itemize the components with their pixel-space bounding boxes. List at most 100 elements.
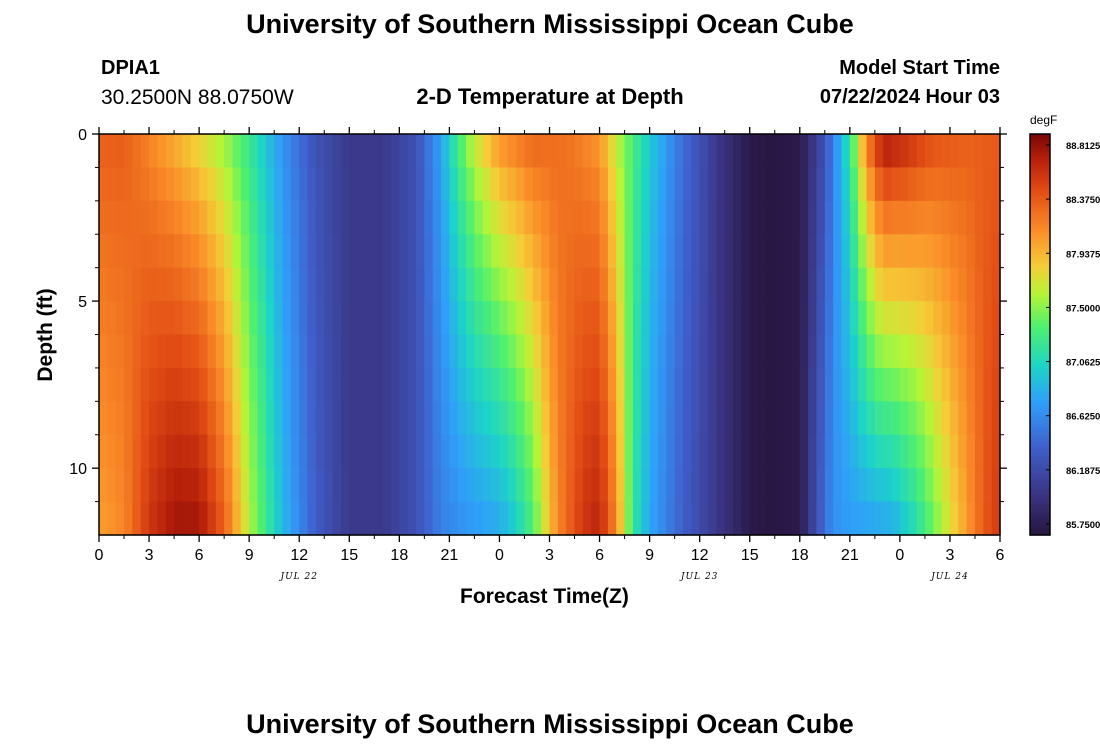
heatmap-cell xyxy=(783,334,793,369)
heatmap-cell xyxy=(240,468,250,503)
heatmap-cell xyxy=(140,468,150,503)
heatmap-cell xyxy=(691,501,701,536)
heatmap-cell xyxy=(557,301,567,336)
heatmap-cell xyxy=(407,234,417,269)
colorbar-segment xyxy=(1030,139,1050,143)
heatmap-cell xyxy=(157,301,167,336)
heatmap-cell xyxy=(299,167,309,202)
heatmap-cell xyxy=(858,167,868,202)
heatmap-cell xyxy=(808,200,818,235)
heatmap-cell xyxy=(115,367,125,402)
colorbar-segment xyxy=(1030,204,1050,208)
x-tick-label: 12 xyxy=(691,547,709,564)
heatmap-cell xyxy=(682,267,692,302)
heatmap-cell xyxy=(983,501,993,536)
colorbar-segment xyxy=(1030,326,1050,331)
x-tick-label: 12 xyxy=(290,547,308,564)
heatmap-cell xyxy=(974,334,984,369)
colorbar-segment xyxy=(1030,387,1050,391)
heatmap-cell xyxy=(132,134,142,169)
y-tick-label: 10 xyxy=(69,461,87,478)
heatmap-cell xyxy=(774,234,784,269)
heatmap-cell xyxy=(199,200,209,235)
heatmap-cell xyxy=(407,167,417,202)
heatmap-cell xyxy=(858,401,868,436)
colorbar-tick-label: 85.7500 xyxy=(1066,520,1100,531)
heatmap-cell xyxy=(299,134,309,169)
heatmap-cell xyxy=(849,234,859,269)
heatmap-cell xyxy=(365,134,375,169)
heatmap-cell xyxy=(190,468,200,503)
heatmap-cell xyxy=(224,134,234,169)
heatmap-cell xyxy=(299,468,309,503)
heatmap-cell xyxy=(933,501,943,536)
page-title: University of Southern Mississippi Ocean… xyxy=(246,9,854,39)
heatmap-cell xyxy=(215,434,225,469)
heatmap-cell xyxy=(966,200,976,235)
heatmap-cell xyxy=(124,234,133,269)
heatmap-cell xyxy=(624,167,634,202)
colorbar-segment xyxy=(1030,402,1050,406)
heatmap-cell xyxy=(199,234,209,269)
heatmap-cell xyxy=(808,334,818,369)
heatmap-cell xyxy=(274,167,284,202)
colorbar-segment xyxy=(1030,189,1050,193)
heatmap-cell xyxy=(232,267,242,302)
heatmap-cell xyxy=(974,301,984,336)
heatmap-cell xyxy=(833,234,843,269)
heatmap-cell xyxy=(566,200,576,235)
heatmap-cell xyxy=(974,200,984,235)
colorbar-segment xyxy=(1030,484,1050,488)
heatmap-cell xyxy=(324,267,334,302)
heatmap-cell xyxy=(174,367,184,402)
heatmap-cell xyxy=(140,267,150,302)
heatmap-cell xyxy=(165,234,175,269)
colorbar-segment xyxy=(1030,472,1050,476)
heatmap-cell xyxy=(132,200,142,235)
heatmap-cell xyxy=(132,434,142,469)
colorbar-segment xyxy=(1030,362,1050,366)
heatmap-cell xyxy=(991,468,1001,503)
heatmap-cell xyxy=(432,234,442,269)
heatmap-cell xyxy=(257,134,267,169)
colorbar-segment xyxy=(1030,176,1050,180)
heatmap-cell xyxy=(215,301,225,336)
heatmap-cell xyxy=(340,401,350,436)
heatmap-cell xyxy=(699,301,709,336)
colorbar-segment xyxy=(1030,444,1050,448)
heatmap-cell xyxy=(441,334,450,369)
heatmap-cell xyxy=(257,301,267,336)
heatmap-cell xyxy=(441,234,450,269)
heatmap-cell xyxy=(524,167,534,202)
heatmap-cell xyxy=(315,334,325,369)
heatmap-cell xyxy=(874,134,884,169)
heatmap-cell xyxy=(616,267,626,302)
heatmap-cell xyxy=(749,501,759,536)
heatmap-cell xyxy=(374,301,384,336)
heatmap-cell xyxy=(474,334,484,369)
heatmap-cell xyxy=(390,301,400,336)
heatmap-cell xyxy=(899,434,909,469)
colorbar-segment xyxy=(1030,532,1050,536)
heatmap-cell xyxy=(449,401,459,436)
colorbar-segment xyxy=(1030,159,1050,163)
heatmap-cell xyxy=(949,434,959,469)
heatmap-cell xyxy=(866,267,876,302)
heatmap-cell xyxy=(958,401,968,436)
heatmap-cell xyxy=(899,468,909,503)
heatmap-cell xyxy=(607,434,617,469)
heatmap-cell xyxy=(491,267,501,302)
heatmap-cell xyxy=(182,134,192,169)
heatmap-cell xyxy=(299,334,309,369)
heatmap-cell xyxy=(949,301,959,336)
heatmap-cell xyxy=(416,301,425,336)
heatmap-cell xyxy=(182,401,192,436)
heatmap-cell xyxy=(232,401,242,436)
heatmap-cell xyxy=(591,501,601,536)
heatmap-cell xyxy=(424,367,434,402)
heatmap-cell xyxy=(274,234,284,269)
colorbar-segment xyxy=(1030,452,1050,456)
heatmap-cell xyxy=(883,367,893,402)
heatmap-cell xyxy=(741,334,751,369)
